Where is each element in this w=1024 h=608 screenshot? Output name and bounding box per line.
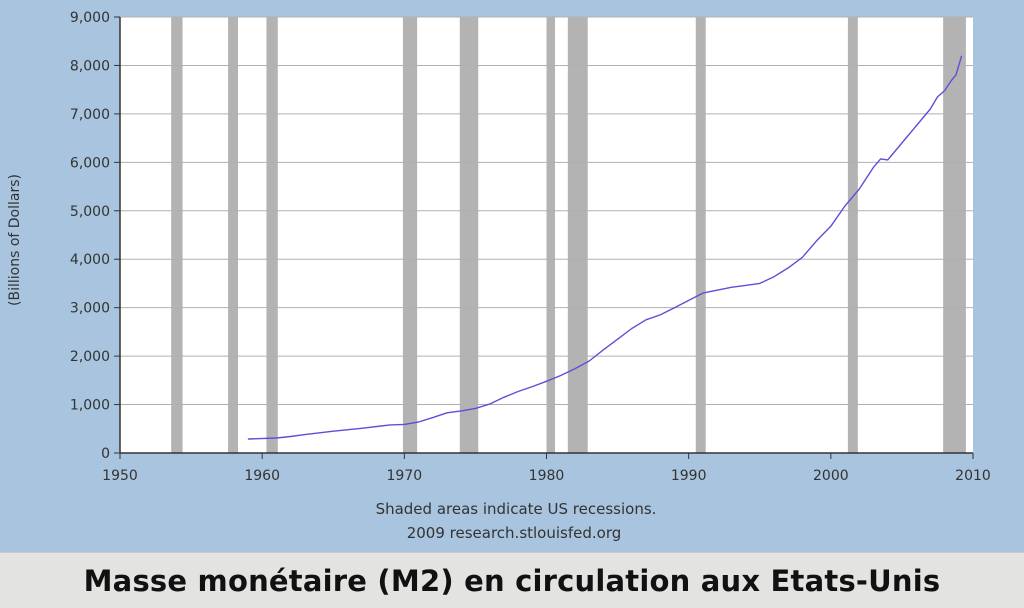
x-tick-label: 1980 <box>529 468 565 484</box>
x-tick-label: 1970 <box>387 468 423 484</box>
y-tick-label: 1,000 <box>70 398 110 414</box>
y-tick-label: 5,000 <box>70 204 110 220</box>
recession-band <box>402 17 418 453</box>
recession-note: Shaded areas indicate US recessions. <box>376 500 657 518</box>
recession-bands <box>171 17 966 453</box>
recession-band <box>266 17 278 453</box>
caption-bar: Masse monétaire (M2) en circulation aux … <box>0 552 1024 608</box>
x-tick-label: 2010 <box>955 468 991 484</box>
axes <box>114 16 974 459</box>
x-tick-label: 2000 <box>813 468 849 484</box>
caption-title: Masse monétaire (M2) en circulation aux … <box>83 563 941 598</box>
y-tick-label: 6,000 <box>70 155 110 171</box>
y-tick-label: 8,000 <box>70 58 110 74</box>
y-tick-label: 9,000 <box>70 10 110 26</box>
tick-labels: 0 1,000 2,000 3,000 4,000 5,000 6,000 7,000 8,00… <box>70 10 991 484</box>
y-tick-label: 3,000 <box>70 301 110 317</box>
recession-band <box>567 17 588 453</box>
y-tick-label: 0 <box>101 446 110 462</box>
series-layer <box>247 55 963 440</box>
recession-band <box>695 17 706 453</box>
chart: 0 1,000 2,000 3,000 4,000 5,000 6,000 7,000 8,00… <box>7 10 991 542</box>
y-axis-label: (Billions of Dollars) <box>7 174 23 306</box>
chart-svg: 0 1,000 2,000 3,000 4,000 5,000 6,000 7,000 8,00… <box>7 10 991 542</box>
series-line-m2 <box>247 55 963 440</box>
x-tick-label: 1990 <box>671 468 707 484</box>
gridlines <box>120 16 973 406</box>
y-tick-label: 2,000 <box>70 349 110 365</box>
x-tick-label: 1950 <box>102 468 138 484</box>
y-tick-label: 7,000 <box>70 107 110 123</box>
recession-band <box>546 17 556 453</box>
recession-band <box>228 17 238 453</box>
source-note: 2009 research.stlouisfed.org <box>407 524 622 542</box>
recession-band <box>459 17 479 453</box>
x-tick-label: 1960 <box>244 468 280 484</box>
recession-band <box>847 17 858 453</box>
y-tick-label: 4,000 <box>70 252 110 268</box>
recession-band <box>171 17 183 453</box>
recession-band <box>943 17 966 453</box>
